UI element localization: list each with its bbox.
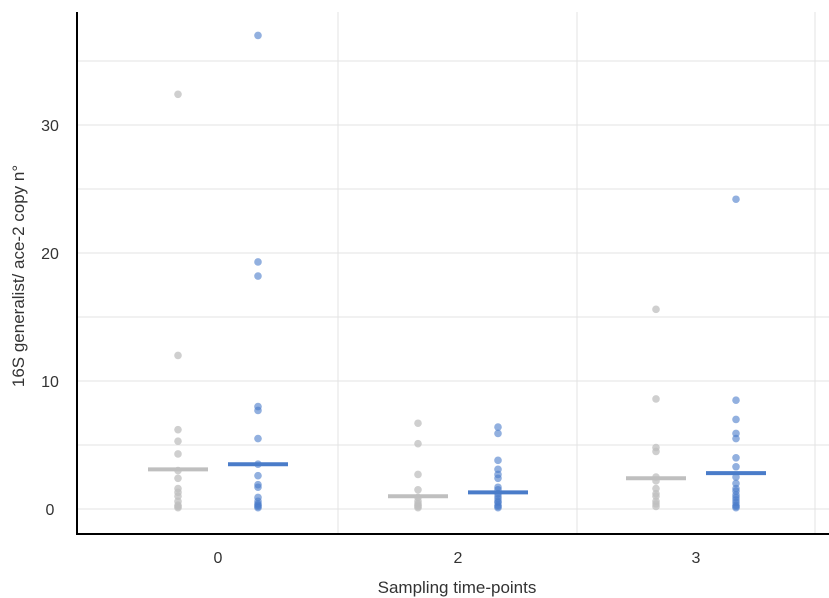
data-point <box>254 471 262 480</box>
y-axis-title: 16S generalist/ ace-2 copy n° <box>9 165 28 387</box>
y-tick-label: 0 <box>46 502 55 519</box>
y-tick-label: 30 <box>41 118 59 135</box>
data-point <box>732 454 740 462</box>
data-point <box>652 395 660 403</box>
data-point <box>414 439 422 448</box>
data-point <box>494 456 502 465</box>
grid-lines <box>77 12 829 534</box>
x-tick-label: 2 <box>454 550 463 567</box>
x-tick-label: 3 <box>692 550 701 567</box>
data-point <box>254 31 262 40</box>
data-point <box>254 503 262 512</box>
data-point <box>494 474 502 483</box>
data-point <box>652 502 660 511</box>
data-point <box>254 272 262 280</box>
x-tick-label: 0 <box>214 550 223 567</box>
data-point <box>652 305 660 314</box>
x-axis-title: Sampling time-points <box>378 578 537 597</box>
data-point <box>732 462 740 471</box>
data-point <box>174 437 182 445</box>
data-point <box>494 429 502 438</box>
data-point <box>174 351 182 360</box>
data-point <box>414 503 422 512</box>
data-point <box>254 258 262 266</box>
data-point <box>732 396 740 405</box>
data-point <box>494 423 502 431</box>
median-bars <box>148 462 766 499</box>
data-point <box>254 406 262 415</box>
data-point <box>174 90 182 99</box>
data-point <box>174 474 182 483</box>
data-point <box>254 434 262 443</box>
data-point <box>254 483 262 492</box>
data-point <box>732 503 740 512</box>
data-point <box>174 450 182 458</box>
y-tick-label: 20 <box>41 246 59 263</box>
tick-labels: 0 10 20 30 0 2 3 <box>41 118 700 567</box>
data-point <box>732 434 740 443</box>
data-points <box>174 31 740 512</box>
data-point <box>174 425 182 434</box>
data-point <box>414 419 422 428</box>
data-point <box>652 447 660 456</box>
data-point <box>494 503 502 512</box>
data-point <box>732 195 740 204</box>
data-point <box>414 486 422 494</box>
data-point <box>414 470 422 479</box>
y-tick-label: 10 <box>41 374 59 391</box>
data-point <box>174 503 182 512</box>
data-point <box>732 415 740 424</box>
